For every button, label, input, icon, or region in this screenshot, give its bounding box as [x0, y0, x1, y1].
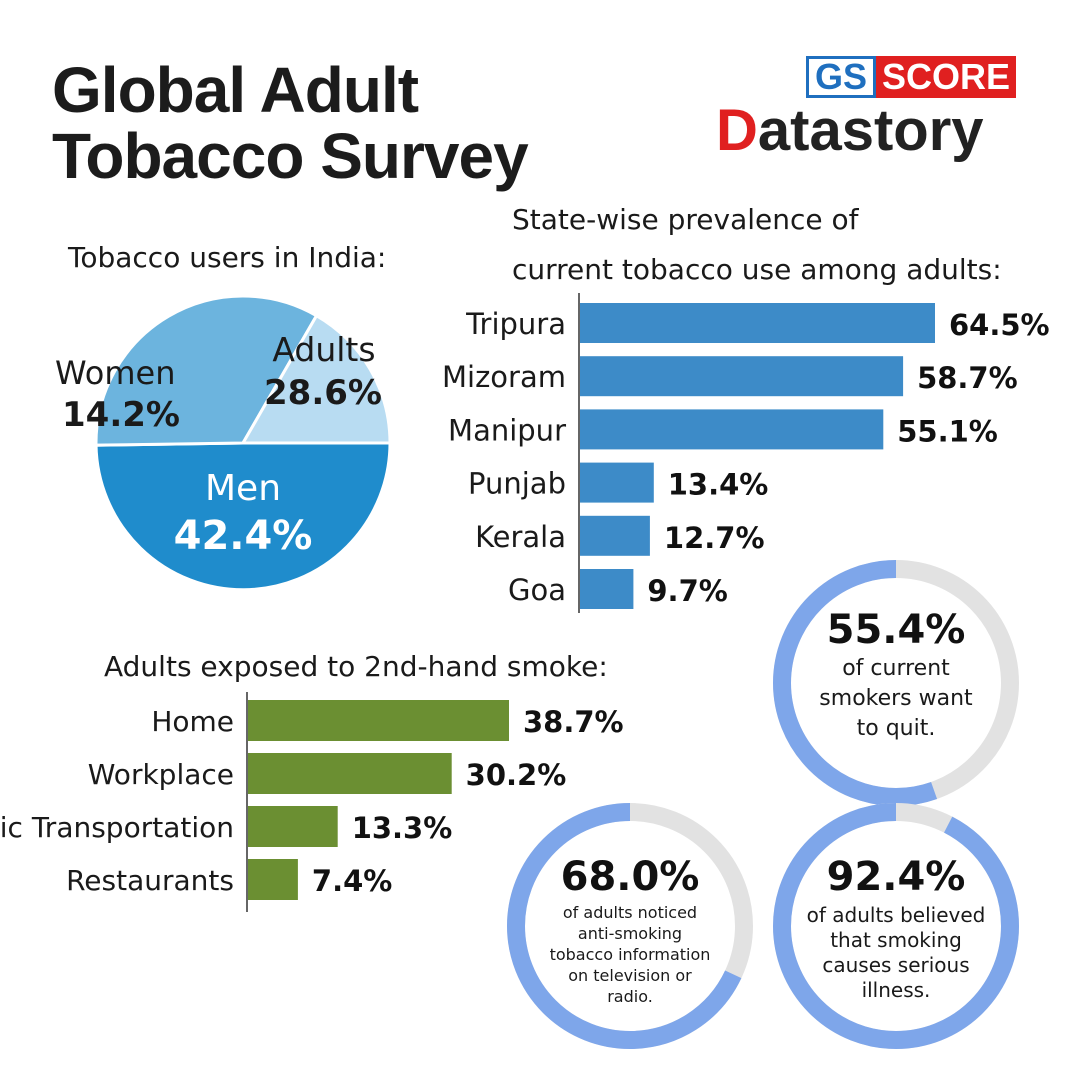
pie-title: Tobacco users in India: — [68, 241, 387, 274]
state-bar-manipur — [580, 409, 884, 450]
state-value-mizoram: 58.7% — [917, 361, 1018, 395]
donut-92-4-caption-line: that smoking — [830, 928, 962, 952]
smoke-value-workplace: 30.2% — [466, 758, 567, 792]
smoke-bar-restaurants — [248, 859, 298, 900]
state-bar-punjab — [580, 462, 654, 503]
pie-slice-men — [94, 441, 392, 592]
donut-68-0-caption-line: tobacco information — [550, 945, 711, 964]
state-label-punjab: Punjab — [468, 467, 566, 501]
logo-score-text: SCORE — [876, 56, 1017, 98]
state-value-manipur: 55.1% — [897, 414, 998, 448]
smoke-bar-home — [248, 700, 509, 741]
state-bar-goa — [580, 569, 634, 609]
donut-68-0-caption-line: anti-smoking — [578, 924, 682, 943]
smoke-value-home: 38.7% — [523, 705, 624, 739]
state-value-kerala: 12.7% — [664, 521, 765, 555]
donut-92-4-arc — [773, 803, 1019, 1049]
state-chart-title-line-1: State-wise prevalence of — [512, 203, 859, 236]
state-label-goa: Goa — [508, 573, 566, 607]
pie-value-women: 14.2% — [62, 395, 180, 435]
smoke-bar-workplace — [248, 753, 452, 794]
smoke-label-workplace: Workplace — [88, 758, 234, 791]
smoke-label-public-transportation: Public Transportation — [0, 811, 234, 844]
smoke-value-restaurants: 7.4% — [312, 864, 392, 898]
donut-55-4-caption-line: smokers want — [819, 686, 973, 711]
donut-55-4-value: 55.4% — [827, 607, 966, 653]
logo-gs-text: GS — [806, 56, 877, 98]
state-value-tripura: 64.5% — [949, 308, 1050, 342]
state-label-mizoram: Mizoram — [442, 360, 566, 394]
donut-55-4-caption-line: to quit. — [857, 716, 936, 741]
state-bar-mizoram — [580, 356, 904, 397]
donut-68-0-caption-line: on television or — [568, 966, 692, 985]
donut-92-4-caption-line: illness. — [862, 978, 931, 1002]
pie-value-adults: 28.6% — [264, 373, 382, 413]
donut-68-0-value: 68.0% — [561, 854, 700, 900]
pie-slice-adults — [94, 294, 319, 447]
smoke-label-home: Home — [151, 705, 234, 738]
donut-92-4-caption-line: of adults believed — [807, 903, 986, 927]
state-value-punjab: 13.4% — [668, 468, 769, 502]
smoke-bar-public-transportation — [248, 806, 338, 847]
donut-92-4-value: 92.4% — [827, 854, 966, 900]
smoke-chart-title: Adults exposed to 2nd-hand smoke: — [104, 650, 608, 683]
datastory-logo: Datastory — [716, 96, 984, 166]
pie-slice-women — [240, 313, 392, 445]
state-label-tripura: Tripura — [465, 307, 566, 341]
donut-92-4-caption-line: causes serious — [822, 953, 969, 977]
pie-label-men: Men — [205, 468, 281, 509]
page-title-line-2: Tobacco Survey — [52, 120, 529, 192]
donut-55-4-arc — [773, 560, 1019, 806]
pie-label-adults: Adults — [272, 330, 375, 369]
pie-label-women: Women — [55, 354, 175, 392]
state-label-kerala: Kerala — [475, 520, 566, 554]
donut-55-4-caption-line: of current — [842, 656, 950, 681]
state-bar-kerala — [580, 515, 650, 556]
state-label-manipur: Manipur — [448, 413, 566, 447]
donut-68-0-caption-line: radio. — [607, 987, 653, 1006]
smoke-value-public-transportation: 13.3% — [352, 811, 453, 845]
smoke-label-restaurants: Restaurants — [66, 864, 234, 897]
pie-value-men: 42.4% — [174, 513, 313, 559]
donut-68-0-caption-line: of adults noticed — [563, 903, 697, 922]
state-chart-title-line-2: current tobacco use among adults: — [512, 253, 1002, 286]
logo-datastory-d: D — [716, 98, 758, 163]
state-bar-tripura — [580, 303, 935, 343]
logo-datastory-rest: atastory — [757, 98, 984, 163]
gsscore-logo: GS SCORE — [806, 56, 1017, 98]
page-title-line-1: Global Adult — [52, 54, 419, 126]
donut-68-0-arc — [507, 803, 753, 1049]
state-value-goa: 9.7% — [647, 574, 727, 608]
